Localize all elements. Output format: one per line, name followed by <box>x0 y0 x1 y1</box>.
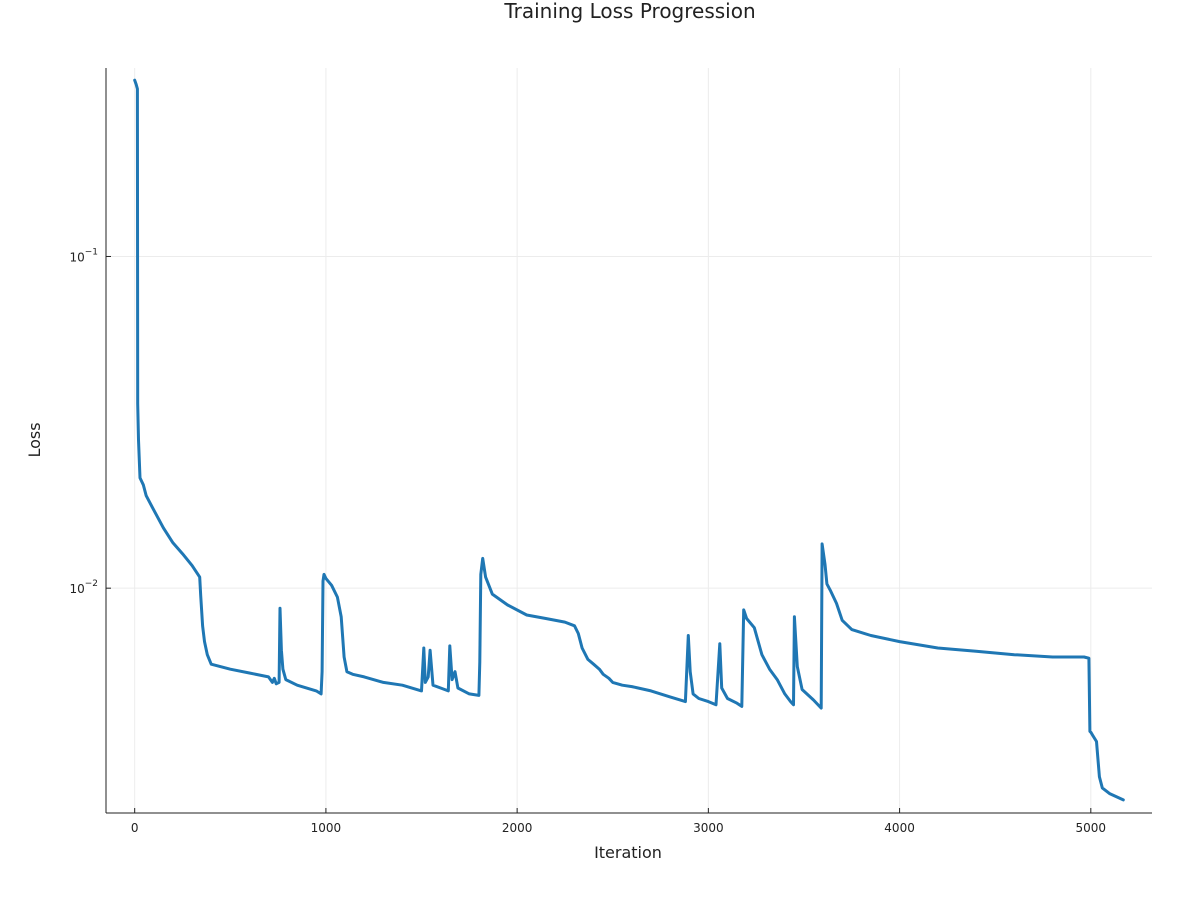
ticks-layer: 0 1000 2000 3000 4000 5000 10−2 10−1 <box>69 247 1106 835</box>
x-axis-label: Iteration <box>594 843 662 862</box>
x-tick-label: 1000 <box>311 821 342 835</box>
x-tick-label: 0 <box>131 821 139 835</box>
chart-title: Training Loss Progression <box>503 0 755 23</box>
y-tick-label: 10−2 <box>69 579 98 596</box>
x-tick-label: 5000 <box>1076 821 1107 835</box>
y-axis-label: Loss <box>25 422 44 457</box>
x-tick-label: 4000 <box>884 821 915 835</box>
series-layer <box>133 78 1125 802</box>
axes-layer <box>105 68 1152 814</box>
loss-series-line <box>133 78 1125 802</box>
x-tick-label: 2000 <box>502 821 533 835</box>
x-tick-label: 3000 <box>693 821 724 835</box>
y-tick-label: 10−1 <box>69 247 98 264</box>
grid-layer <box>106 68 1152 813</box>
